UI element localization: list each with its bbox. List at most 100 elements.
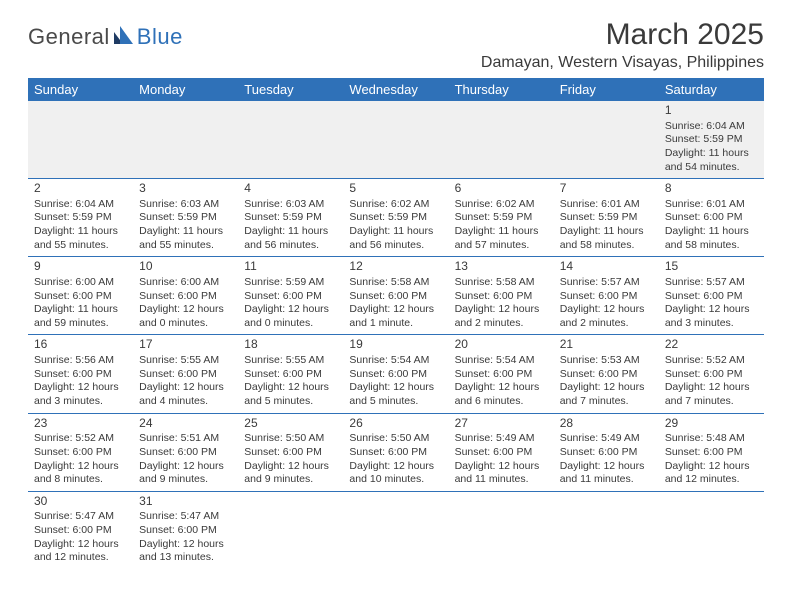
day-cell: 18Sunrise: 5:55 AMSunset: 6:00 PMDayligh… bbox=[238, 335, 343, 413]
week-row: 9Sunrise: 6:00 AMSunset: 6:00 PMDaylight… bbox=[28, 257, 764, 335]
sunset-text: Sunset: 6:00 PM bbox=[244, 446, 337, 460]
week-row: 23Sunrise: 5:52 AMSunset: 6:00 PMDayligh… bbox=[28, 413, 764, 491]
sunset-text: Sunset: 5:59 PM bbox=[560, 211, 653, 225]
sunrise-text: Sunrise: 5:57 AM bbox=[560, 276, 653, 290]
sunrise-text: Sunrise: 5:59 AM bbox=[244, 276, 337, 290]
sunset-text: Sunset: 6:00 PM bbox=[139, 446, 232, 460]
day-number: 3 bbox=[139, 181, 232, 197]
sunrise-text: Sunrise: 6:04 AM bbox=[665, 120, 758, 134]
day-cell: 29Sunrise: 5:48 AMSunset: 6:00 PMDayligh… bbox=[659, 413, 764, 491]
day-cell: 26Sunrise: 5:50 AMSunset: 6:00 PMDayligh… bbox=[343, 413, 448, 491]
day-cell: 17Sunrise: 5:55 AMSunset: 6:00 PMDayligh… bbox=[133, 335, 238, 413]
sunrise-text: Sunrise: 5:50 AM bbox=[244, 432, 337, 446]
daylight-text: Daylight: 12 hours and 2 minutes. bbox=[455, 303, 548, 330]
sunrise-text: Sunrise: 5:56 AM bbox=[34, 354, 127, 368]
daylight-text: Daylight: 12 hours and 1 minute. bbox=[349, 303, 442, 330]
day-cell: 15Sunrise: 5:57 AMSunset: 6:00 PMDayligh… bbox=[659, 257, 764, 335]
sunrise-text: Sunrise: 5:50 AM bbox=[349, 432, 442, 446]
sunset-text: Sunset: 5:59 PM bbox=[455, 211, 548, 225]
sunset-text: Sunset: 5:59 PM bbox=[349, 211, 442, 225]
daylight-text: Daylight: 12 hours and 8 minutes. bbox=[34, 460, 127, 487]
sunrise-text: Sunrise: 5:47 AM bbox=[34, 510, 127, 524]
day-cell: 14Sunrise: 5:57 AMSunset: 6:00 PMDayligh… bbox=[554, 257, 659, 335]
day-number: 13 bbox=[455, 259, 548, 275]
day-cell bbox=[133, 101, 238, 179]
daylight-text: Daylight: 12 hours and 10 minutes. bbox=[349, 460, 442, 487]
title-block: March 2025 Damayan, Western Visayas, Phi… bbox=[481, 18, 764, 72]
header: General Blue March 2025 Damayan, Western… bbox=[28, 18, 764, 72]
sunrise-text: Sunrise: 5:58 AM bbox=[455, 276, 548, 290]
day-header: Wednesday bbox=[343, 78, 448, 101]
sunrise-text: Sunrise: 5:55 AM bbox=[244, 354, 337, 368]
day-cell: 8Sunrise: 6:01 AMSunset: 6:00 PMDaylight… bbox=[659, 179, 764, 257]
day-cell: 16Sunrise: 5:56 AMSunset: 6:00 PMDayligh… bbox=[28, 335, 133, 413]
sunrise-text: Sunrise: 5:58 AM bbox=[349, 276, 442, 290]
daylight-text: Daylight: 12 hours and 7 minutes. bbox=[665, 381, 758, 408]
day-header: Sunday bbox=[28, 78, 133, 101]
sunrise-text: Sunrise: 6:00 AM bbox=[34, 276, 127, 290]
day-cell: 23Sunrise: 5:52 AMSunset: 6:00 PMDayligh… bbox=[28, 413, 133, 491]
daylight-text: Daylight: 11 hours and 57 minutes. bbox=[455, 225, 548, 252]
week-row: 2Sunrise: 6:04 AMSunset: 5:59 PMDaylight… bbox=[28, 179, 764, 257]
day-number: 30 bbox=[34, 494, 127, 510]
sunset-text: Sunset: 6:00 PM bbox=[665, 446, 758, 460]
day-cell: 19Sunrise: 5:54 AMSunset: 6:00 PMDayligh… bbox=[343, 335, 448, 413]
day-cell: 7Sunrise: 6:01 AMSunset: 5:59 PMDaylight… bbox=[554, 179, 659, 257]
daylight-text: Daylight: 11 hours and 59 minutes. bbox=[34, 303, 127, 330]
day-cell bbox=[659, 491, 764, 569]
day-cell: 24Sunrise: 5:51 AMSunset: 6:00 PMDayligh… bbox=[133, 413, 238, 491]
day-number: 26 bbox=[349, 416, 442, 432]
sunrise-text: Sunrise: 6:02 AM bbox=[349, 198, 442, 212]
daylight-text: Daylight: 12 hours and 2 minutes. bbox=[560, 303, 653, 330]
day-number: 17 bbox=[139, 337, 232, 353]
day-cell bbox=[554, 101, 659, 179]
daylight-text: Daylight: 12 hours and 9 minutes. bbox=[139, 460, 232, 487]
sunset-text: Sunset: 6:00 PM bbox=[455, 290, 548, 304]
day-cell: 21Sunrise: 5:53 AMSunset: 6:00 PMDayligh… bbox=[554, 335, 659, 413]
sunset-text: Sunset: 6:00 PM bbox=[34, 290, 127, 304]
sunrise-text: Sunrise: 5:54 AM bbox=[455, 354, 548, 368]
daylight-text: Daylight: 12 hours and 0 minutes. bbox=[244, 303, 337, 330]
day-cell: 5Sunrise: 6:02 AMSunset: 5:59 PMDaylight… bbox=[343, 179, 448, 257]
week-row: 16Sunrise: 5:56 AMSunset: 6:00 PMDayligh… bbox=[28, 335, 764, 413]
sunrise-text: Sunrise: 6:03 AM bbox=[244, 198, 337, 212]
sunrise-text: Sunrise: 5:52 AM bbox=[665, 354, 758, 368]
daylight-text: Daylight: 12 hours and 9 minutes. bbox=[244, 460, 337, 487]
sunset-text: Sunset: 6:00 PM bbox=[349, 368, 442, 382]
day-cell: 25Sunrise: 5:50 AMSunset: 6:00 PMDayligh… bbox=[238, 413, 343, 491]
week-row: 1Sunrise: 6:04 AMSunset: 5:59 PMDaylight… bbox=[28, 101, 764, 179]
day-number: 23 bbox=[34, 416, 127, 432]
daylight-text: Daylight: 11 hours and 55 minutes. bbox=[139, 225, 232, 252]
sunrise-text: Sunrise: 6:03 AM bbox=[139, 198, 232, 212]
day-number: 4 bbox=[244, 181, 337, 197]
day-number: 1 bbox=[665, 103, 758, 119]
day-header: Thursday bbox=[449, 78, 554, 101]
sunrise-text: Sunrise: 5:55 AM bbox=[139, 354, 232, 368]
sunrise-text: Sunrise: 5:49 AM bbox=[560, 432, 653, 446]
day-number: 22 bbox=[665, 337, 758, 353]
daylight-text: Daylight: 12 hours and 4 minutes. bbox=[139, 381, 232, 408]
day-number: 15 bbox=[665, 259, 758, 275]
day-header: Saturday bbox=[659, 78, 764, 101]
day-number: 31 bbox=[139, 494, 232, 510]
day-number: 19 bbox=[349, 337, 442, 353]
day-number: 28 bbox=[560, 416, 653, 432]
daylight-text: Daylight: 11 hours and 54 minutes. bbox=[665, 147, 758, 174]
logo: General Blue bbox=[28, 24, 183, 50]
sunset-text: Sunset: 6:00 PM bbox=[34, 446, 127, 460]
sunset-text: Sunset: 6:00 PM bbox=[560, 290, 653, 304]
day-cell: 31Sunrise: 5:47 AMSunset: 6:00 PMDayligh… bbox=[133, 491, 238, 569]
daylight-text: Daylight: 12 hours and 6 minutes. bbox=[455, 381, 548, 408]
sunset-text: Sunset: 6:00 PM bbox=[665, 290, 758, 304]
location: Damayan, Western Visayas, Philippines bbox=[481, 54, 764, 72]
sunset-text: Sunset: 6:00 PM bbox=[560, 446, 653, 460]
day-number: 11 bbox=[244, 259, 337, 275]
day-header: Tuesday bbox=[238, 78, 343, 101]
daylight-text: Daylight: 12 hours and 11 minutes. bbox=[455, 460, 548, 487]
day-cell: 4Sunrise: 6:03 AMSunset: 5:59 PMDaylight… bbox=[238, 179, 343, 257]
day-number: 12 bbox=[349, 259, 442, 275]
sunrise-text: Sunrise: 6:01 AM bbox=[560, 198, 653, 212]
daylight-text: Daylight: 12 hours and 11 minutes. bbox=[560, 460, 653, 487]
day-number: 29 bbox=[665, 416, 758, 432]
day-number: 27 bbox=[455, 416, 548, 432]
